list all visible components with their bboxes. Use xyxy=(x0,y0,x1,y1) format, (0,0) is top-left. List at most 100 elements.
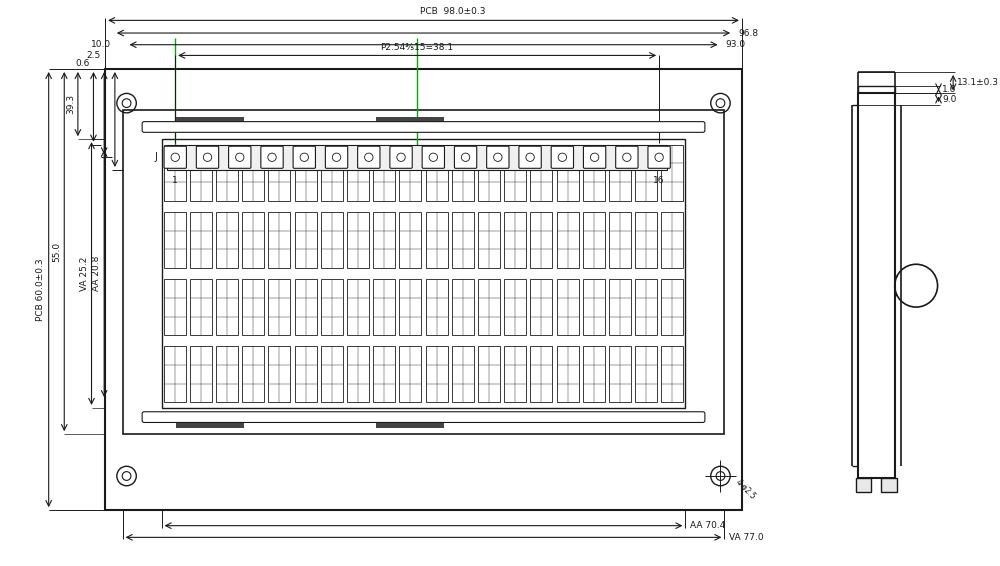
Bar xyxy=(242,279,264,335)
Bar xyxy=(190,144,212,201)
Text: 16: 16 xyxy=(653,176,665,185)
FancyBboxPatch shape xyxy=(293,146,315,168)
Bar xyxy=(530,346,552,402)
Bar xyxy=(242,144,264,201)
Bar xyxy=(105,69,742,510)
Bar xyxy=(452,144,474,201)
Text: 10.0: 10.0 xyxy=(91,40,111,49)
Bar xyxy=(426,279,448,335)
Bar xyxy=(295,279,317,335)
Bar xyxy=(268,144,290,201)
Text: J: J xyxy=(154,152,157,162)
Text: 1.6: 1.6 xyxy=(942,85,957,94)
Bar xyxy=(557,144,579,201)
Bar xyxy=(504,279,526,335)
Bar xyxy=(399,212,421,268)
Bar xyxy=(635,144,657,201)
FancyBboxPatch shape xyxy=(422,146,444,168)
FancyBboxPatch shape xyxy=(142,411,705,422)
Bar xyxy=(190,212,212,268)
Bar xyxy=(426,212,448,268)
Bar xyxy=(373,279,395,335)
FancyBboxPatch shape xyxy=(261,146,283,168)
Bar xyxy=(347,346,369,402)
FancyBboxPatch shape xyxy=(390,146,412,168)
Bar xyxy=(216,212,238,268)
Text: 39.3: 39.3 xyxy=(66,94,75,114)
FancyBboxPatch shape xyxy=(454,146,477,168)
Bar xyxy=(268,279,290,335)
Bar xyxy=(216,346,238,402)
Bar xyxy=(583,346,605,402)
FancyBboxPatch shape xyxy=(358,146,380,168)
Bar xyxy=(609,346,631,402)
Text: 0.6: 0.6 xyxy=(75,59,90,68)
Text: PCB 60.0±0.3: PCB 60.0±0.3 xyxy=(36,258,45,321)
Bar xyxy=(635,212,657,268)
Bar xyxy=(295,346,317,402)
Bar xyxy=(373,144,395,201)
Bar xyxy=(661,144,683,201)
FancyBboxPatch shape xyxy=(196,146,219,168)
Bar xyxy=(858,93,895,478)
Bar xyxy=(881,478,897,492)
Bar xyxy=(176,423,244,428)
Bar xyxy=(530,212,552,268)
Bar xyxy=(452,346,474,402)
Bar xyxy=(268,346,290,402)
Bar xyxy=(661,346,683,402)
Bar xyxy=(530,144,552,201)
Text: 4-φ2.5: 4-φ2.5 xyxy=(734,478,758,501)
Bar xyxy=(376,117,444,122)
Text: 2.5: 2.5 xyxy=(86,51,100,60)
Bar xyxy=(504,144,526,201)
FancyBboxPatch shape xyxy=(487,146,509,168)
Bar xyxy=(661,212,683,268)
Bar xyxy=(478,212,500,268)
Bar xyxy=(242,212,264,268)
FancyBboxPatch shape xyxy=(229,146,251,168)
Text: 96.8: 96.8 xyxy=(738,28,758,37)
Bar xyxy=(176,117,244,122)
Bar xyxy=(190,279,212,335)
Bar xyxy=(347,212,369,268)
Bar xyxy=(164,144,186,201)
Bar xyxy=(557,279,579,335)
Bar xyxy=(583,279,605,335)
Bar xyxy=(609,279,631,335)
Text: 93.0: 93.0 xyxy=(725,40,745,49)
Bar xyxy=(399,279,421,335)
Bar xyxy=(661,279,683,335)
Bar xyxy=(478,279,500,335)
Bar xyxy=(530,279,552,335)
Bar xyxy=(635,279,657,335)
Bar xyxy=(452,279,474,335)
FancyBboxPatch shape xyxy=(142,122,705,132)
Bar xyxy=(478,346,500,402)
Bar xyxy=(164,346,186,402)
Text: PCB  98.0±0.3: PCB 98.0±0.3 xyxy=(420,6,485,15)
Bar xyxy=(164,212,186,268)
Bar xyxy=(609,212,631,268)
Bar xyxy=(609,144,631,201)
Bar xyxy=(635,346,657,402)
Text: 13.1±0.3: 13.1±0.3 xyxy=(957,78,999,87)
Bar xyxy=(190,346,212,402)
Text: VA 77.0: VA 77.0 xyxy=(729,533,764,542)
FancyBboxPatch shape xyxy=(616,146,638,168)
Text: AA 70.4: AA 70.4 xyxy=(690,521,726,530)
Bar xyxy=(162,139,685,408)
Bar xyxy=(347,144,369,201)
Bar xyxy=(164,279,186,335)
Bar xyxy=(504,212,526,268)
Bar xyxy=(376,423,444,428)
Text: 9.0: 9.0 xyxy=(942,95,957,104)
Text: 1: 1 xyxy=(172,176,178,185)
FancyBboxPatch shape xyxy=(325,146,348,168)
Bar xyxy=(504,346,526,402)
Bar xyxy=(347,279,369,335)
Bar xyxy=(478,144,500,201)
Bar xyxy=(295,144,317,201)
Bar xyxy=(216,279,238,335)
FancyBboxPatch shape xyxy=(519,146,541,168)
